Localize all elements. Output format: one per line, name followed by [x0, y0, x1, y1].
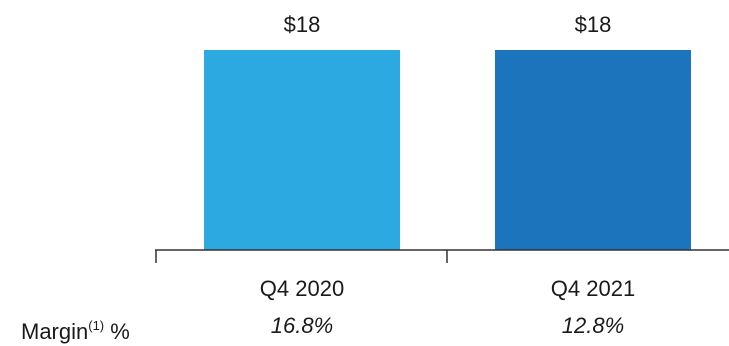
margin-value-q4-2020: 16.8% [270, 313, 334, 338]
margin-footnote-marker: (1) [88, 318, 105, 333]
margin-value-q4-2021: 12.8% [561, 313, 625, 338]
x-tick-label: Q4 2021 [551, 276, 635, 301]
data-label: $18 [575, 12, 612, 37]
margin-label: Margin(1) % [21, 318, 130, 344]
bar-q4-2021 [495, 50, 691, 250]
bar-q4-2020 [204, 50, 400, 250]
data-label: $18 [284, 12, 321, 37]
x-tick-label: Q4 2020 [260, 276, 344, 301]
